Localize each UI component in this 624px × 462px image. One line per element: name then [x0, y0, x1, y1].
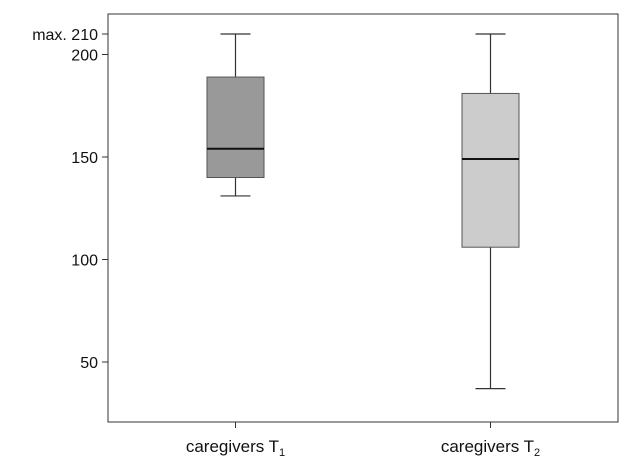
y-tick-label-100: 100 [71, 253, 98, 270]
iqr-box [461, 92, 520, 248]
x-tick-label-1: caregivers T1 [186, 437, 285, 457]
x-label-subscript: 1 [279, 447, 285, 457]
y-tick-label-150: 150 [71, 150, 98, 167]
x-tick-label-2: caregivers T2 [441, 437, 540, 457]
x-label-subscript: 2 [534, 447, 540, 457]
plot-frame [107, 13, 619, 423]
boxes [206, 33, 520, 390]
y-tick-label-50: 50 [80, 355, 98, 372]
y-tick-label-200: 200 [71, 48, 98, 65]
y-tick-label-210: max. 210 [32, 27, 98, 44]
x-label-text: caregivers T [441, 437, 534, 456]
box-group-1 [206, 33, 265, 197]
box-group-2 [461, 33, 520, 390]
x-axis: caregivers T1 caregivers T2 [186, 422, 540, 459]
iqr-box [206, 76, 265, 178]
y-axis: max. 210 200 150 100 50 [32, 27, 108, 372]
x-label-text: caregivers T [186, 437, 279, 456]
